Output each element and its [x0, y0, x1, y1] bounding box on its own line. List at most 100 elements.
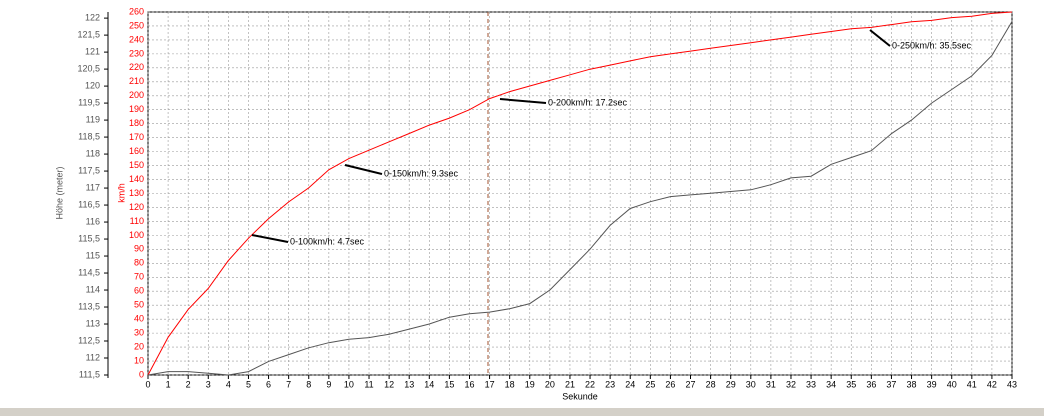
y-tick-label: 30 [134, 327, 144, 337]
x-tick-label: 16 [464, 379, 474, 389]
x-tick-label: 24 [625, 379, 635, 389]
y2-tick-label: 113,5 [78, 301, 100, 311]
x-tick-label: 31 [766, 379, 776, 389]
x-tick-label: 37 [886, 379, 896, 389]
y-tick-label: 80 [134, 258, 144, 268]
y-tick-label: 60 [134, 286, 144, 296]
y2-tick-label: 117 [86, 182, 100, 192]
x-tick-label: 20 [545, 379, 555, 389]
y-tick-label: 40 [134, 314, 144, 324]
y-tick-label: 190 [129, 104, 144, 114]
x-tick-label: 18 [505, 379, 515, 389]
x-tick-label: 15 [444, 379, 454, 389]
x-tick-label: 11 [364, 379, 373, 389]
y2-tick-label: 112,5 [78, 335, 100, 345]
x-tick-label: 22 [585, 379, 595, 389]
x-tick-label: 5 [246, 379, 251, 389]
x-axis-title: Sekunde [562, 391, 598, 401]
y2-tick-label: 113 [86, 318, 100, 328]
y2-tick-label: 112 [86, 352, 100, 362]
x-tick-label: 35 [846, 379, 856, 389]
y-tick-label: 90 [134, 244, 144, 254]
y2-tick-label: 121,5 [77, 29, 100, 39]
x-tick-label: 42 [987, 379, 997, 389]
x-tick-label: 9 [326, 379, 331, 389]
y2-tick-label: 111,5 [79, 369, 100, 379]
x-tick-label: 10 [344, 379, 354, 389]
x-tick-label: 6 [266, 379, 271, 389]
y-tick-label: 20 [134, 341, 144, 351]
y-axis-title: km/h [116, 183, 126, 203]
x-tick-label: 40 [947, 379, 957, 389]
y2-tick-label: 114,5 [78, 267, 100, 277]
x-tick-label: 1 [166, 379, 171, 389]
x-tick-label: 30 [746, 379, 756, 389]
y-tick-label: 150 [129, 160, 144, 170]
y2-tick-label: 121 [85, 46, 100, 56]
y2-tick-label: 116,5 [78, 199, 100, 209]
x-tick-label: 4 [226, 379, 231, 389]
y-tick-label: 110 [130, 216, 144, 226]
y-tick-label: 100 [129, 230, 144, 240]
x-tick-label: 0 [145, 379, 150, 389]
y-tick-label: 200 [129, 90, 144, 100]
annotation: 0-150km/h: 9.3sec [384, 168, 459, 178]
y-tick-label: 70 [134, 272, 144, 282]
y2-tick-label: 118 [86, 148, 100, 158]
annotation: 0-200km/h: 17.2sec [548, 97, 628, 107]
x-tick-label: 27 [686, 379, 696, 389]
x-tick-label: 13 [404, 379, 414, 389]
x-tick-label: 43 [1007, 379, 1017, 389]
x-tick-label: 38 [907, 379, 917, 389]
y-tick-label: 250 [129, 20, 144, 30]
y2-tick-label: 120 [85, 80, 100, 90]
y2-tick-label: 119,5 [78, 97, 100, 107]
y-tick-label: 10 [134, 355, 144, 365]
y2-tick-label: 114 [86, 284, 100, 294]
x-tick-label: 21 [565, 379, 575, 389]
x-tick-label: 17 [485, 379, 495, 389]
x-tick-label: 36 [866, 379, 876, 389]
annotation: 0-250km/h: 35.5sec [892, 40, 972, 50]
x-tick-label: 23 [605, 379, 615, 389]
status-strip [0, 408, 1044, 416]
y2-tick-label: 118,5 [78, 131, 100, 141]
y2-tick-label: 117,5 [78, 165, 100, 175]
x-tick-label: 25 [645, 379, 655, 389]
annotation-pointer [251, 234, 289, 243]
y-tick-label: 170 [129, 132, 144, 142]
y2-axis-title: Höhe (meter) [54, 166, 64, 219]
x-tick-label: 29 [726, 379, 736, 389]
y-tick-label: 130 [129, 188, 144, 198]
series-line [147, 21, 1013, 376]
y2-tick-label: 119 [86, 114, 100, 124]
y2-tick-label: 115 [86, 250, 100, 260]
y2-tick-label: 122 [85, 12, 100, 22]
x-tick-label: 32 [786, 379, 796, 389]
x-tick-label: 2 [186, 379, 191, 389]
annotation-pointer [344, 164, 383, 175]
x-tick-label: 39 [927, 379, 937, 389]
x-tick-label: 12 [384, 379, 394, 389]
y-tick-label: 220 [129, 62, 144, 72]
y-tick-label: 210 [129, 76, 144, 86]
y-tick-label: 140 [129, 174, 144, 184]
y2-tick-label: 115,5 [78, 233, 100, 243]
y-tick-label: 0 [139, 369, 144, 379]
x-tick-label: 41 [967, 379, 977, 389]
series-line [147, 11, 1013, 376]
annotation: 0-100km/h: 4.7sec [290, 236, 365, 246]
x-tick-label: 8 [306, 379, 311, 389]
y-tick-label: 160 [129, 146, 144, 156]
x-tick-label: 19 [525, 379, 535, 389]
y-tick-label: 260 [129, 6, 144, 16]
y-tick-label: 50 [134, 300, 144, 310]
y2-tick-label: 116 [86, 216, 100, 226]
x-tick-label: 14 [424, 379, 434, 389]
y-tick-label: 230 [129, 48, 144, 58]
x-tick-label: 3 [206, 379, 211, 389]
annotation-pointer [499, 98, 547, 104]
y2-tick-label: 120,5 [77, 63, 100, 73]
y-tick-label: 120 [129, 202, 144, 212]
